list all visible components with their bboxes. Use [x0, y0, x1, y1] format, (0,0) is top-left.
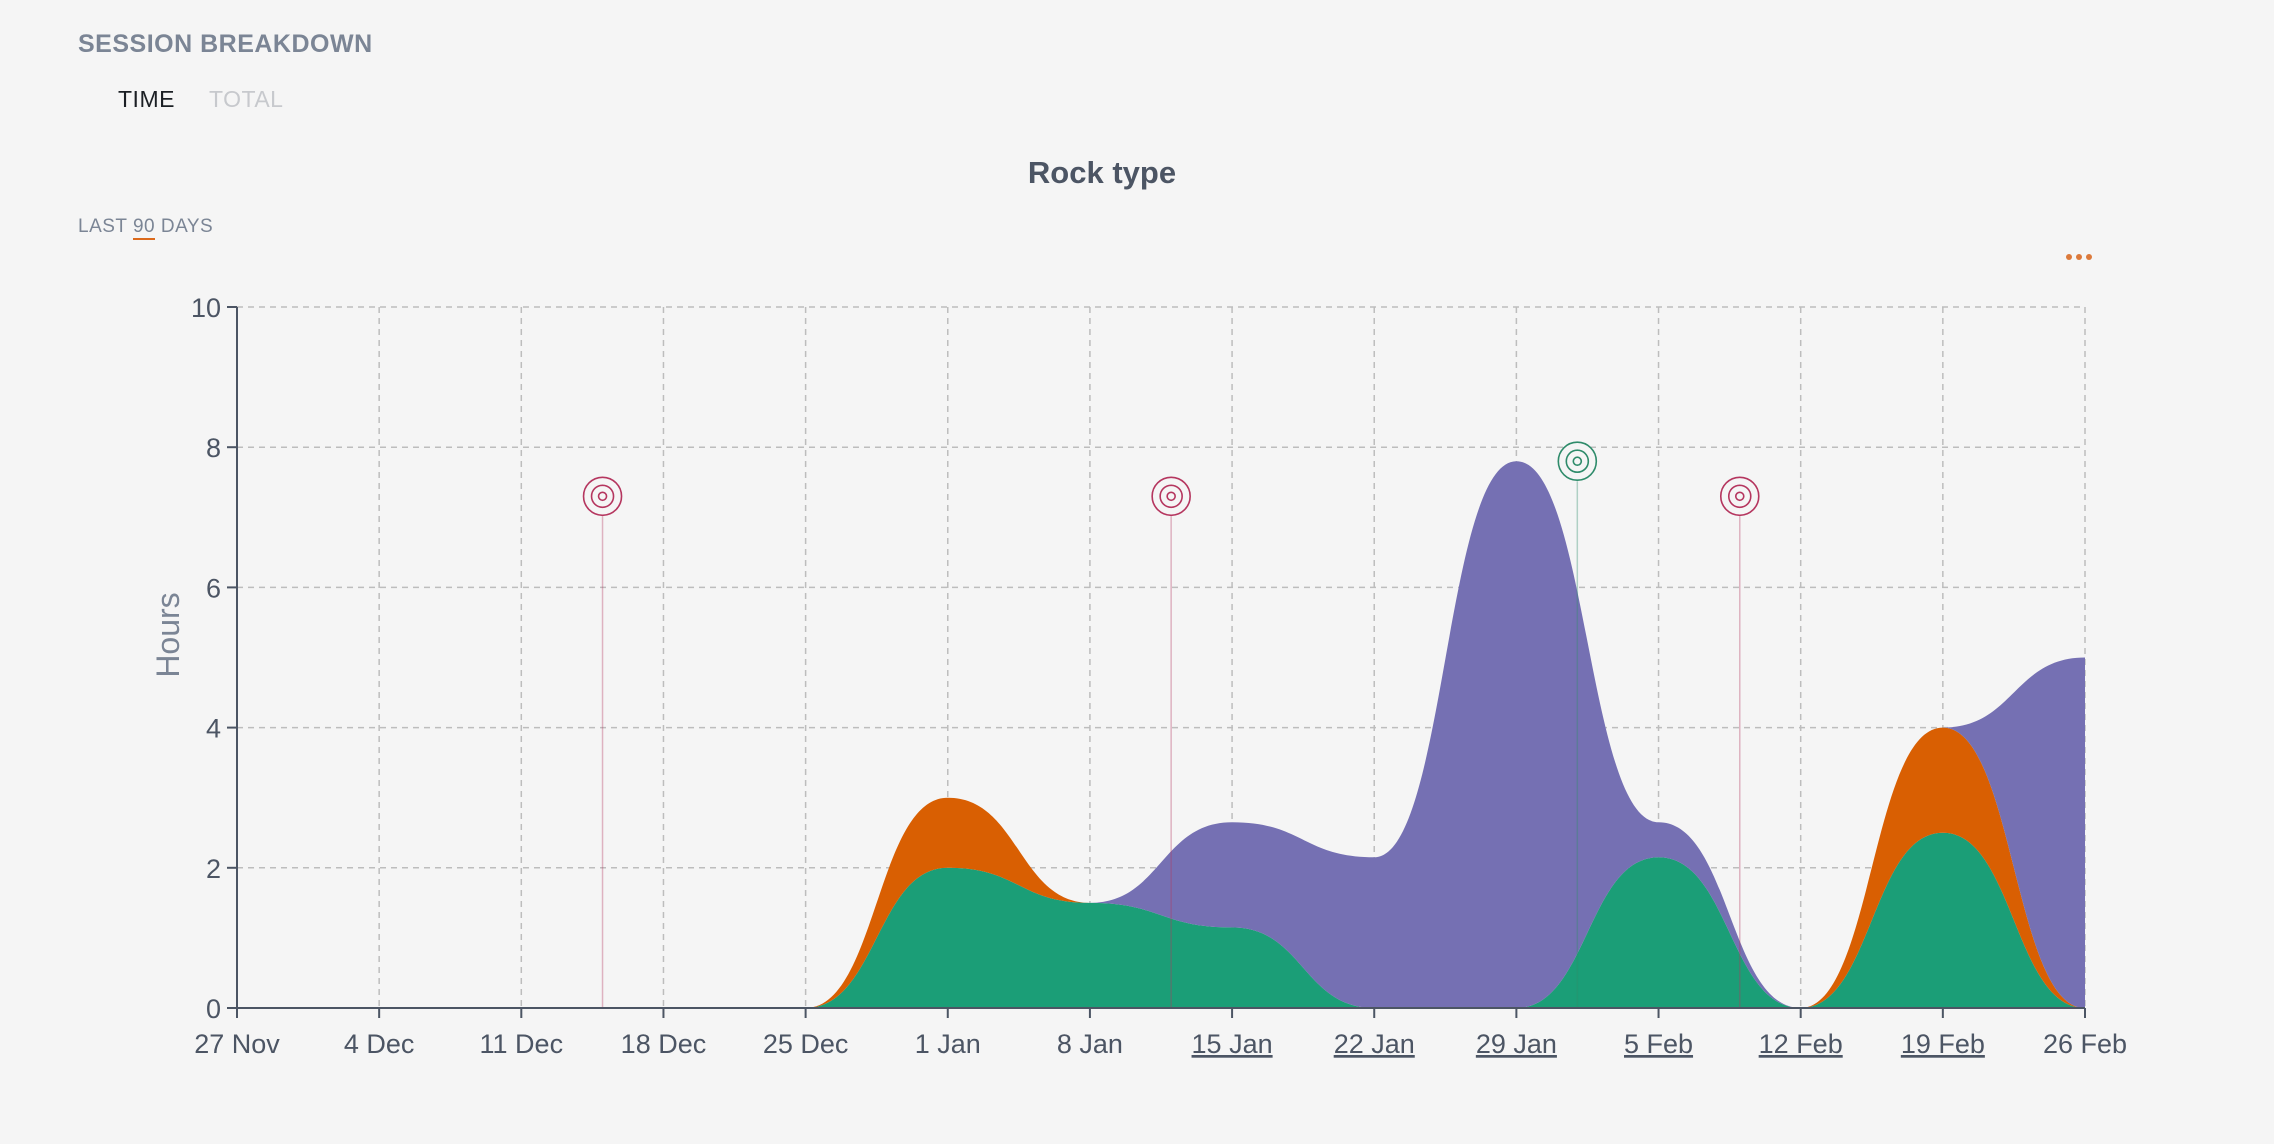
- target-icon-center: [1734, 491, 1745, 502]
- x-tick-label[interactable]: 5 Feb: [1624, 1029, 1693, 1059]
- chart-title: Rock type: [1027, 155, 1177, 190]
- target-icon: [1719, 476, 1760, 517]
- y-tick-label: 0: [206, 994, 221, 1024]
- dot: [2086, 254, 2092, 260]
- y-tick-label: 4: [206, 714, 221, 744]
- range-days-value[interactable]: 90: [132, 216, 156, 240]
- x-tick-label: 8 Jan: [1057, 1029, 1123, 1059]
- target-icon-ring: [1159, 484, 1183, 509]
- x-tick-label: 27 Nov: [194, 1029, 280, 1059]
- x-tick-label[interactable]: 12 Feb: [1759, 1029, 1843, 1059]
- y-tick-label: 10: [191, 293, 221, 323]
- target-icon-center: [1572, 456, 1583, 467]
- areas: [237, 461, 2085, 1008]
- y-tick-label: 6: [206, 573, 221, 603]
- tab-total[interactable]: TOTAL: [208, 86, 284, 112]
- x-tick-label[interactable]: 29 Jan: [1476, 1029, 1557, 1059]
- target-icon-center: [597, 491, 608, 502]
- x-tick-label[interactable]: 15 Jan: [1192, 1029, 1273, 1059]
- tab-time[interactable]: TIME: [118, 86, 175, 112]
- range-suffix: DAYS: [160, 216, 214, 237]
- x-tick-label[interactable]: 19 Feb: [1901, 1029, 1985, 1059]
- x-tick-label: 11 Dec: [480, 1029, 564, 1059]
- x-tick-label: 18 Dec: [621, 1029, 707, 1059]
- target-icon-ring: [1727, 484, 1752, 509]
- y-tick-label: 2: [206, 854, 221, 884]
- target-icon-ring: [1565, 449, 1590, 474]
- target-icon-center: [1166, 491, 1176, 502]
- dot: [2066, 254, 2072, 260]
- target-icon: [1557, 441, 1598, 482]
- y-tick-label: 8: [206, 433, 221, 463]
- axes: 0 2 4 6 8 10 27 Nov 4 Dec 11 Dec 18 Dec 25 Dec 1 Ja…: [191, 293, 2127, 1059]
- x-tick-label[interactable]: 22 Jan: [1334, 1029, 1415, 1059]
- date-range-selector: LAST 90 DAYS: [78, 216, 214, 240]
- target-icon: [1151, 476, 1191, 517]
- event-markers: [582, 441, 1760, 1008]
- range-prefix: LAST: [78, 216, 128, 237]
- x-tick-label: 1 Jan: [915, 1029, 981, 1059]
- x-tick-label: 4 Dec: [344, 1029, 415, 1059]
- x-tick-label: 26 Feb: [2043, 1029, 2127, 1059]
- tab-bar: TIME TOTAL: [118, 86, 283, 113]
- area-series-green: [237, 832, 2085, 1008]
- dot: [2076, 254, 2082, 260]
- more-options-icon[interactable]: [2062, 250, 2096, 264]
- area-series-purple: [237, 461, 2085, 1008]
- target-icon: [582, 476, 623, 517]
- x-tick-label: 25 Dec: [763, 1029, 849, 1059]
- target-icon-ring: [590, 484, 615, 509]
- y-axis-title: Hours: [150, 592, 186, 677]
- section-title: SESSION BREAKDOWN: [78, 30, 373, 58]
